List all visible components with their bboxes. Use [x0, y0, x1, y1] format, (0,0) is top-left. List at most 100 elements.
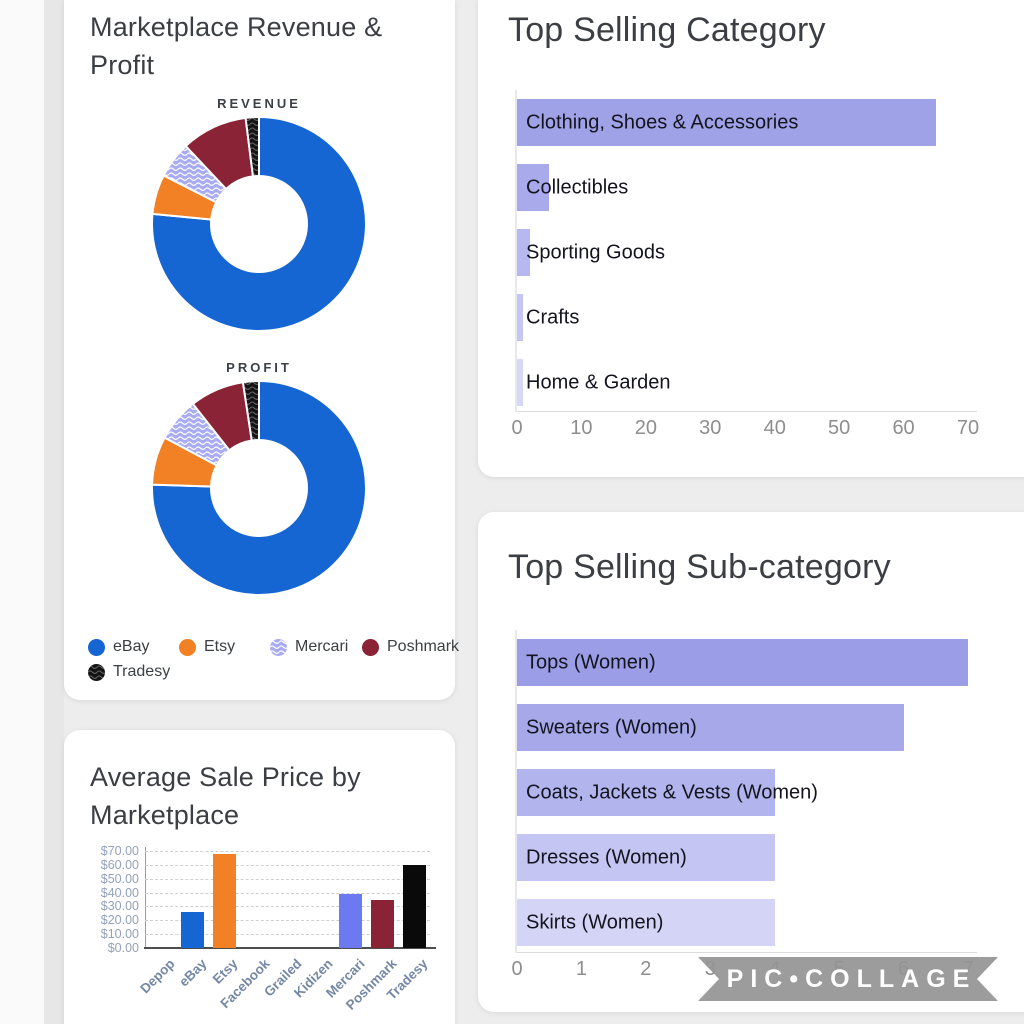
bar-row: Coats, Jackets & Vests (Women)	[517, 769, 968, 816]
bar-crafts	[517, 294, 524, 341]
y-axis-line	[515, 630, 517, 953]
donut-slice-tradesy	[241, 380, 260, 442]
bar-sporting-goods	[517, 229, 530, 276]
y-tick-label: $40.00	[100, 885, 139, 900]
bar-row: Collectibles	[517, 164, 968, 211]
pic-collage-watermark[interactable]: PIC•COLLAGE	[698, 957, 998, 1001]
bar-tops-women-	[517, 639, 968, 686]
x-tick-label: 20	[634, 417, 657, 439]
x-tick-label: 30	[699, 417, 722, 439]
revenue-donut-block: REVENUE	[151, 96, 367, 337]
legend-label: Etsy	[204, 638, 236, 655]
avg-price-plot: $70.00 $60.00 $50.00 $40.00 $30.00 $20.00 $10.…	[101, 844, 436, 1013]
x-tick-label: 70	[956, 417, 980, 439]
bar-sweaters-women-	[517, 704, 904, 751]
y-tick-label: $10.00	[100, 927, 139, 942]
bar-row: Tops (Women)	[517, 639, 968, 686]
gridline	[145, 906, 430, 908]
donut-slice-ebay	[151, 116, 367, 332]
x-axis-ticks: 0 10 20 30 40 50 60 70	[511, 417, 979, 441]
bar-label: Home & Garden	[526, 371, 671, 393]
gridline	[145, 934, 430, 936]
card-average-sale-price[interactable]: Average Sale Price by Marketplace $70.00…	[64, 730, 455, 1024]
x-category-label: Depop	[137, 956, 178, 997]
y-axis-line	[515, 90, 517, 412]
gridline	[145, 920, 430, 922]
legend-label: Mercari	[295, 638, 349, 655]
legend-swatch-icon	[362, 638, 379, 656]
bar-collectibles	[517, 164, 550, 211]
legend-label: eBay	[113, 638, 150, 655]
bar-mercari	[339, 893, 363, 948]
bar-row: Crafts	[517, 294, 968, 341]
bar-label: Dresses (Women)	[526, 846, 687, 868]
donut-slice-ebay	[151, 380, 367, 596]
card-top-selling-subcategory[interactable]: Top Selling Sub-category Tops (Women) Sw…	[478, 512, 1024, 1012]
legend-swatch-icon	[88, 663, 105, 681]
legend-swatch-icon	[179, 638, 196, 656]
gridline	[145, 851, 430, 852]
x-tick-label: 2	[640, 958, 652, 980]
revenue-donut-chart	[151, 116, 367, 332]
profit-donut-chart	[151, 380, 367, 596]
legend-item-etsy: Etsy	[179, 638, 270, 656]
profit-caption: PROFIT	[226, 360, 292, 375]
cropped-neighbor-card	[0, 0, 44, 1024]
gridline	[145, 892, 430, 894]
legend-label: Poshmark	[387, 638, 460, 655]
revenue-caption: REVENUE	[217, 96, 301, 111]
x-tick-label: 60	[892, 417, 915, 439]
bar-label: Clothing, Shoes & Accessories	[526, 111, 799, 133]
y-tick-label: $0.00	[107, 941, 139, 955]
legend-label: Tradesy	[113, 663, 171, 680]
bar-poshmark	[371, 899, 394, 948]
bar-label: Collectibles	[526, 176, 629, 198]
bar-row: Dresses (Women)	[517, 834, 968, 881]
bar-label: Skirts (Women)	[526, 911, 664, 933]
bar-row: Clothing, Shoes & Accessories	[517, 99, 968, 146]
card-top-selling-category[interactable]: Top Selling Category Clothing, Shoes & A…	[478, 0, 1024, 477]
y-axis-line	[145, 847, 146, 948]
x-category-label: eBay	[175, 956, 210, 990]
bar-label: Tops (Women)	[526, 651, 656, 673]
subcategory-bars: Tops (Women) Sweaters (Women) Coats, Jac…	[517, 639, 968, 964]
card-title: Marketplace Revenue & Profit	[90, 12, 383, 80]
legend-swatch-icon	[270, 638, 287, 656]
bar-row: Skirts (Women)	[517, 899, 968, 946]
x-axis-line	[517, 952, 977, 953]
x-tick-label: 10	[570, 417, 593, 439]
bar-label: Coats, Jackets & Vests (Women)	[526, 781, 818, 803]
y-tick-label: $70.00	[100, 844, 139, 858]
bar-coats-jackets-vests-women-	[517, 769, 775, 816]
card-title: Top Selling Category	[508, 11, 826, 49]
watermark-text: PIC•COLLAGE	[726, 964, 977, 993]
bar-dresses-women-	[517, 834, 775, 881]
legend-item-mercari: Mercari	[270, 638, 362, 656]
bar-tradesy	[402, 864, 426, 948]
x-tick-label: 40	[763, 417, 786, 439]
bar-skirts-women-	[517, 899, 775, 946]
category-bars: Clothing, Shoes & Accessories Collectibl…	[517, 99, 968, 424]
legend-item-poshmark: Poshmark	[362, 638, 459, 656]
card-title: Average Sale Price by Marketplace	[90, 762, 361, 830]
profit-donut-block: PROFIT	[151, 360, 367, 601]
x-tick-label: 50	[828, 417, 851, 439]
x-axis-line	[517, 411, 977, 412]
column-gutter	[44, 0, 64, 1024]
bar-row: Sweaters (Women)	[517, 704, 968, 751]
card-title: Top Selling Sub-category	[508, 548, 891, 586]
y-tick-label: $50.00	[100, 871, 139, 886]
gridline	[145, 864, 430, 866]
bar-label: Crafts	[526, 306, 580, 328]
y-tick-label: $60.00	[100, 857, 139, 872]
bar-clothing-shoes-accessories	[517, 99, 936, 146]
card-marketplace-revenue-profit[interactable]: Marketplace Revenue & Profit REVENUE PRO…	[64, 0, 459, 700]
bar-etsy	[212, 853, 236, 948]
gridline	[145, 878, 430, 880]
bar-home-garden	[517, 359, 524, 406]
x-tick-label: 0	[511, 417, 523, 439]
legend-item-tradesy: Tradesy	[88, 663, 179, 681]
bar-label: Sporting Goods	[526, 241, 665, 263]
bar-row: Sporting Goods	[517, 229, 968, 276]
